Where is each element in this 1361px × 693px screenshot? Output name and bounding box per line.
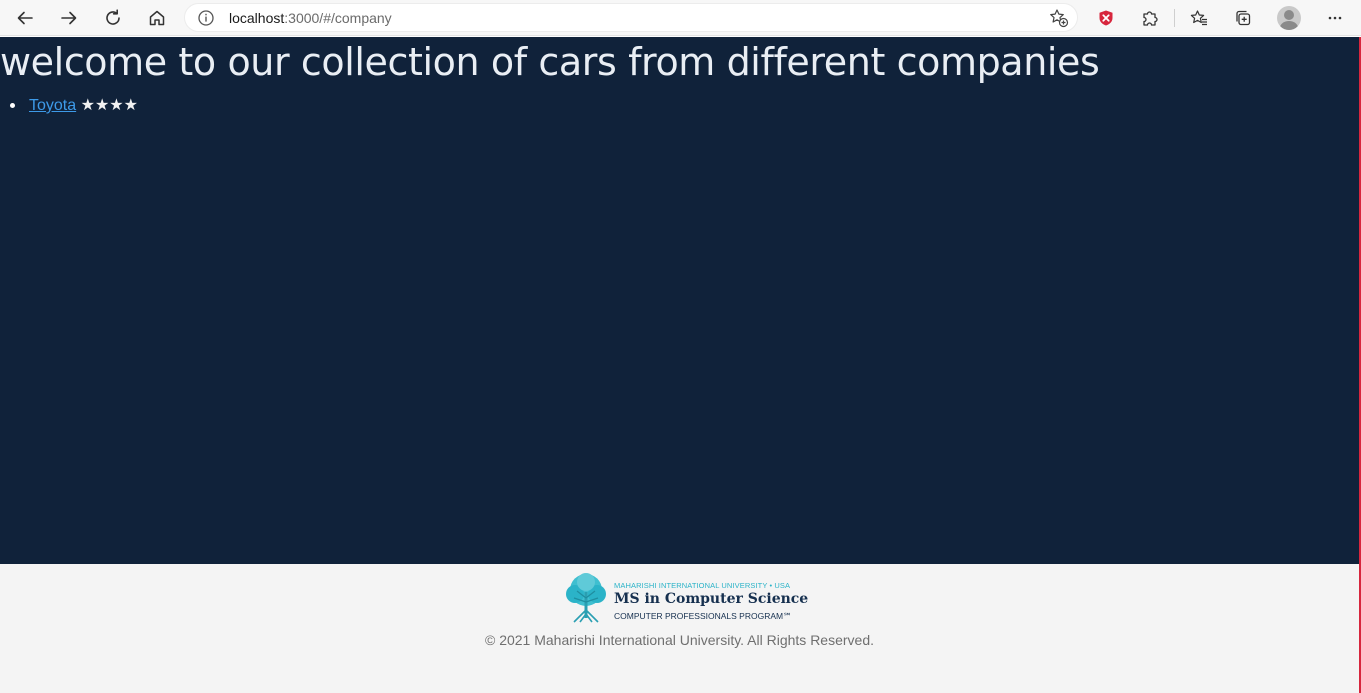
tree-logo-icon — [566, 573, 606, 623]
forward-button[interactable] — [54, 3, 84, 33]
logo-program-title: MS in Computer Science — [614, 591, 809, 607]
company-list: Toyota ★★★★ — [0, 95, 138, 117]
puzzle-icon — [1143, 11, 1158, 26]
shield-extension-icon — [1099, 10, 1113, 26]
more-menu-button[interactable] — [1320, 3, 1350, 33]
avatar-body — [1280, 21, 1298, 30]
back-arrow-icon — [17, 11, 33, 25]
list-bullet — [10, 103, 15, 108]
home-button[interactable] — [142, 3, 172, 33]
extensions-button[interactable] — [1135, 3, 1165, 33]
favorites-icon — [1190, 10, 1207, 26]
shield-extension-button[interactable] — [1091, 3, 1121, 33]
address-path: :3000/#/company — [284, 10, 392, 26]
logo-program-subtitle: COMPUTER PROFESSIONALS PROGRAM℠ — [614, 611, 792, 621]
page-title: welcome to our collection of cars from d… — [0, 40, 1100, 84]
collections-icon — [1236, 10, 1251, 26]
rating-stars: ★★★★ — [80, 97, 138, 114]
favorites-button[interactable] — [1184, 3, 1214, 33]
back-button[interactable] — [10, 3, 40, 33]
home-icon — [149, 10, 165, 26]
company-link-toyota[interactable]: Toyota — [29, 97, 77, 114]
address-host: localhost — [229, 10, 285, 26]
avatar-head — [1284, 10, 1294, 20]
university-logo: MAHARISHI INTERNATIONAL UNIVERSITY • USA… — [562, 572, 808, 624]
logo-university-line: MAHARISHI INTERNATIONAL UNIVERSITY • USA — [614, 581, 791, 590]
collections-button[interactable] — [1228, 3, 1258, 33]
more-menu-icon — [1328, 16, 1342, 20]
refresh-button[interactable] — [98, 3, 128, 33]
list-item: Toyota ★★★★ — [10, 95, 138, 117]
info-icon[interactable] — [197, 9, 215, 27]
page-footer: MAHARISHI INTERNATIONAL UNIVERSITY • USA… — [0, 564, 1359, 693]
page-viewport: welcome to our collection of cars from d… — [0, 37, 1361, 693]
add-favorite-icon[interactable] — [1049, 8, 1069, 28]
toolbar-divider — [1174, 9, 1175, 27]
copyright-text: © 2021 Maharishi International Universit… — [484, 632, 874, 648]
refresh-icon — [106, 9, 120, 25]
profile-avatar[interactable] — [1277, 6, 1301, 30]
address-bar[interactable]: localhost:3000/#/company — [184, 3, 1078, 32]
main-content: welcome to our collection of cars from d… — [0, 37, 1359, 564]
browser-toolbar: localhost:3000/#/company — [0, 0, 1361, 36]
forward-arrow-icon — [61, 11, 77, 25]
address-url[interactable]: localhost:3000/#/company — [229, 10, 392, 26]
